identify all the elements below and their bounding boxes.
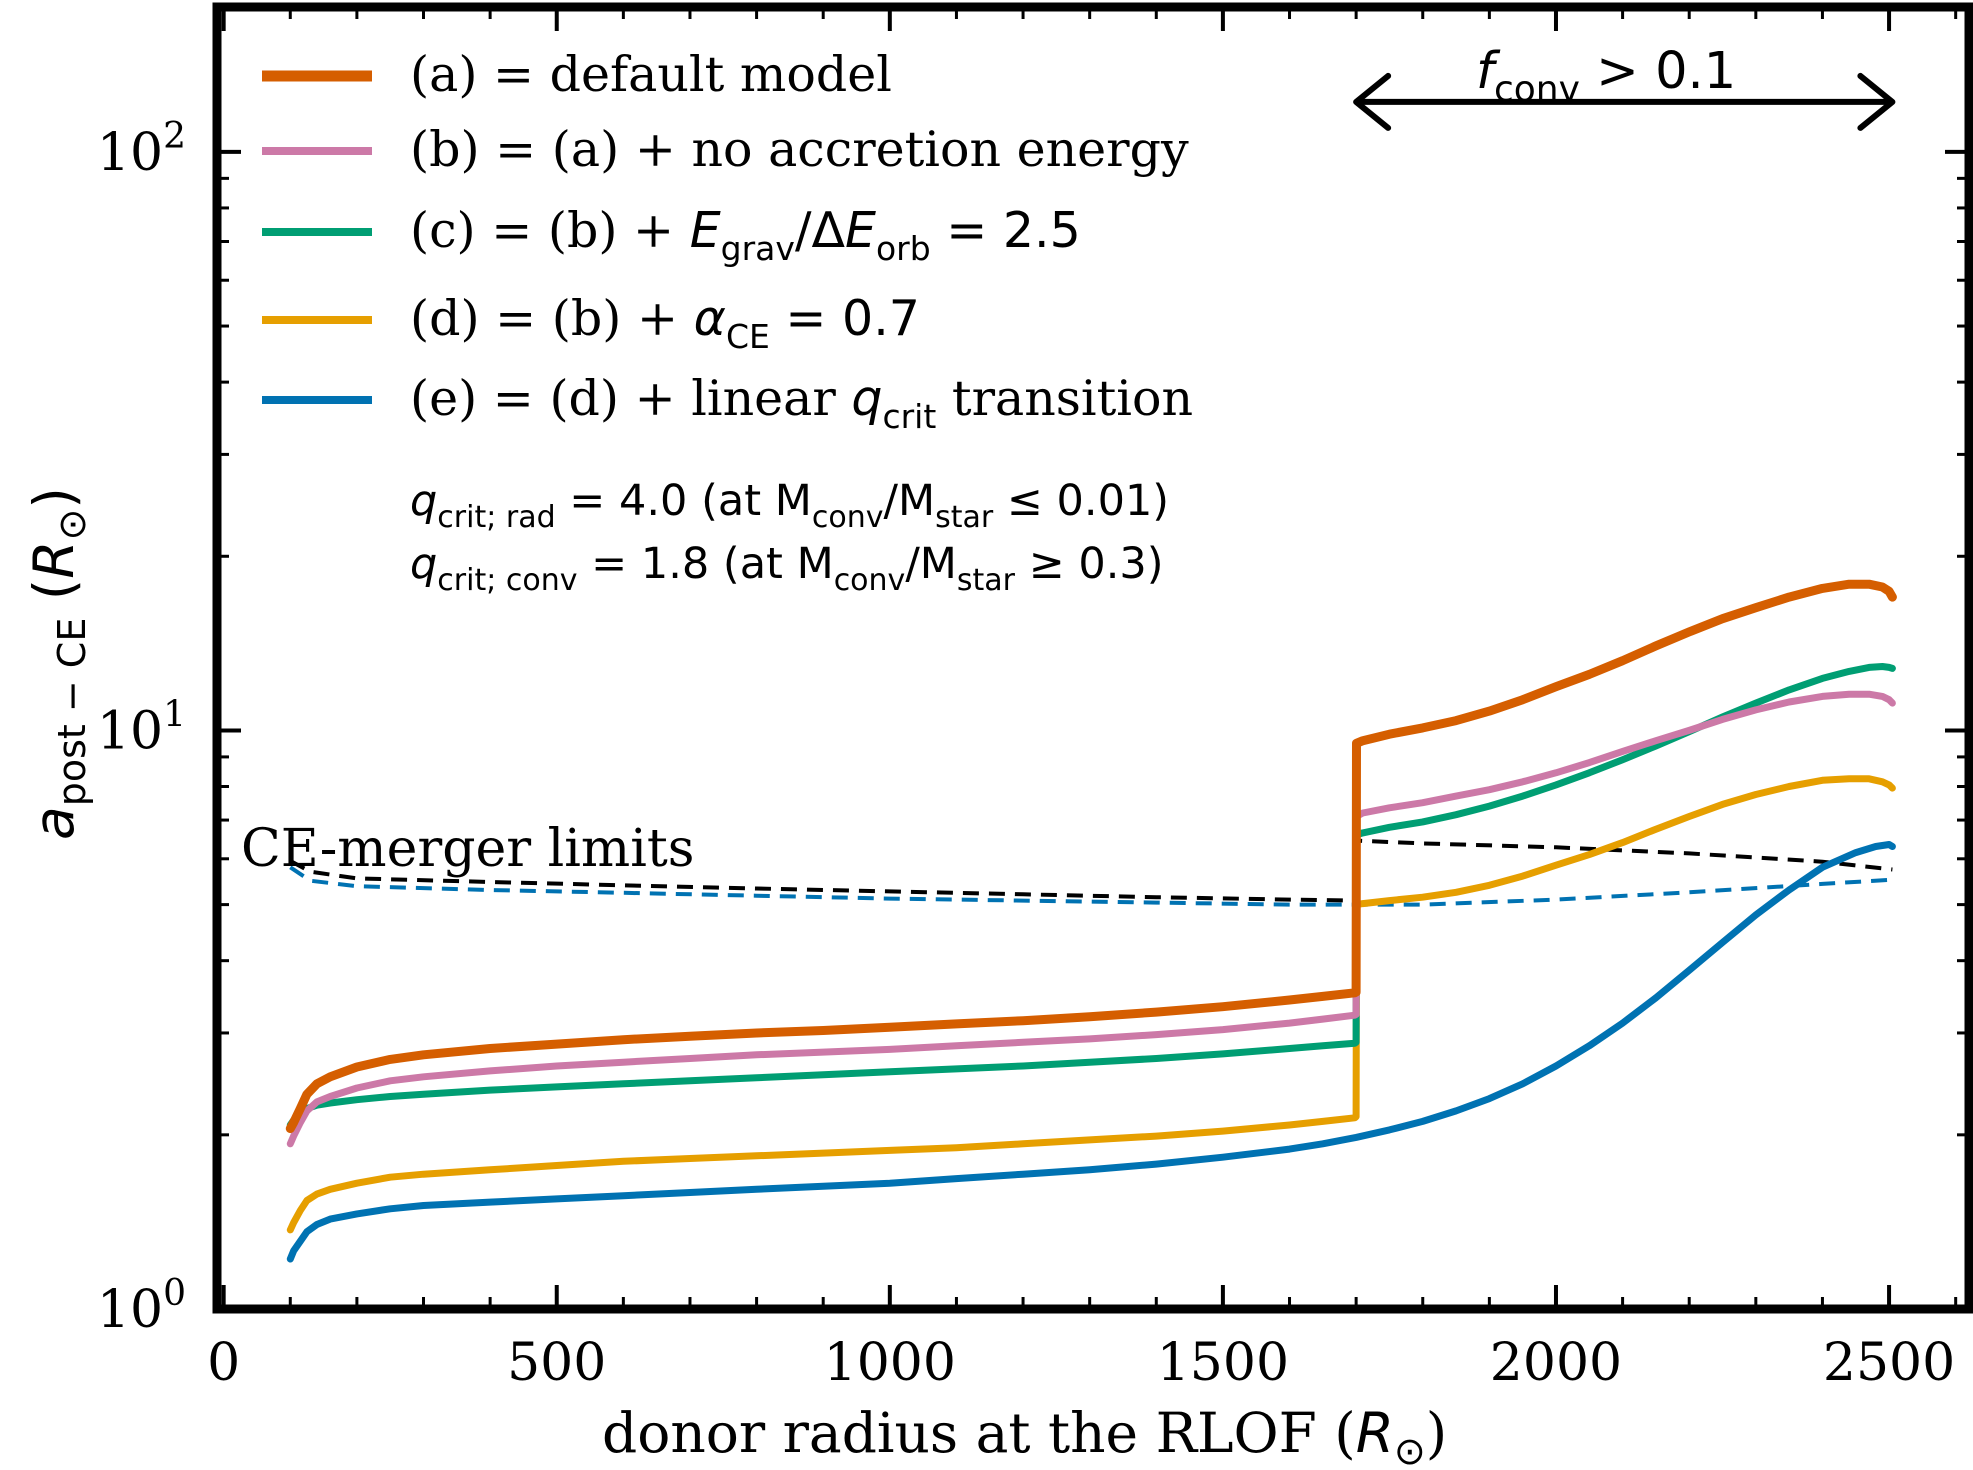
legend-label-c: (c) = (b) + Egrav/ΔEorb = 2.5	[410, 202, 1081, 268]
y-axis-label: apost − CE (R⊙)	[22, 487, 94, 840]
qcrit-conv-annotation: qcrit; conv = 1.8 (at Mconv/Mstar ≥ 0.3)	[410, 539, 1164, 598]
legend-label-b: (b) = (a) + no accretion energy	[410, 121, 1189, 178]
x-tick-label: 0	[207, 1333, 240, 1393]
x-tick-label: 2500	[1823, 1333, 1955, 1393]
x-axis-label: donor radius at the RLOF (R⊙)	[602, 1401, 1447, 1470]
series-line-a	[285, 579, 1897, 1134]
x-tick-label: 1500	[1157, 1333, 1289, 1393]
ce-merger-limit-line-1	[289, 865, 1893, 907]
plot-frame	[212, 2, 1973, 1314]
y-tick-label: 100	[97, 1273, 186, 1340]
legend-label-e: (e) = (d) + linear qcrit transition	[410, 370, 1193, 436]
series-line-d	[286, 775, 1896, 1234]
ticks-layer: 0 500 1000 1500 2000 2500 100 101 102	[97, 7, 1969, 1393]
arrow-head-left	[1353, 72, 1392, 131]
legend-label-a: (a) = default model	[410, 46, 892, 103]
ce-merger-limit-line-0	[289, 838, 1893, 903]
series-line-c	[286, 663, 1896, 1129]
x-tick-label: 2000	[1490, 1333, 1622, 1393]
x-tick-label: 500	[507, 1333, 606, 1393]
y-tick-label: 101	[97, 694, 186, 761]
ce-merger-label: CE-merger limits	[241, 819, 694, 879]
series-layer	[285, 579, 1897, 1263]
series-line-e	[286, 841, 1896, 1263]
qcrit-rad-annotation: qcrit; rad = 4.0 (at Mconv/Mstar ≤ 0.01)	[410, 476, 1169, 535]
series-line-b	[286, 690, 1896, 1148]
legend-label-d: (d) = (b) + αCE = 0.7	[410, 290, 920, 356]
arrow-head-right	[1857, 72, 1896, 131]
legend: (a) = default model (b) = (a) + no accre…	[262, 46, 1193, 436]
x-tick-label: 1000	[824, 1333, 956, 1393]
fconv-arrow	[1353, 72, 1896, 131]
y-tick-label: 102	[97, 116, 186, 183]
